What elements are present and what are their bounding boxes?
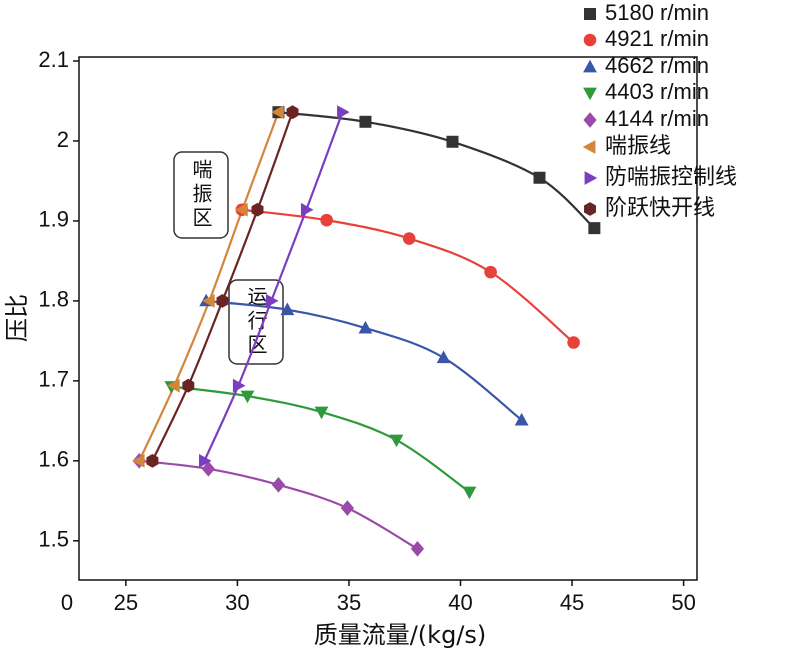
legend-label: 阶跃快开线	[605, 195, 715, 220]
x-tick-label: 50	[671, 590, 695, 615]
legend-marker	[582, 140, 596, 154]
data-point	[389, 434, 404, 448]
data-point	[216, 294, 229, 308]
data-point	[462, 486, 477, 500]
data-point	[167, 378, 180, 393]
x-tick-label: 45	[560, 590, 584, 615]
plot-frame	[78, 56, 698, 581]
data-point	[300, 202, 314, 217]
legend-label: 4662 r/min	[605, 53, 709, 78]
data-point	[320, 213, 333, 227]
data-point	[201, 461, 216, 477]
data-point	[533, 171, 546, 184]
legend-marker	[584, 202, 596, 216]
legend-marker	[584, 8, 596, 20]
legend-marker	[583, 33, 597, 47]
y-tick-label: 1.9	[38, 207, 69, 232]
data-point	[182, 378, 195, 393]
legend-marker	[583, 87, 597, 101]
data-point	[232, 378, 246, 393]
data-point	[588, 222, 601, 235]
data-point	[146, 453, 159, 468]
legend-marker	[583, 112, 597, 128]
data-point	[436, 350, 451, 364]
x-axis-label: 质量流量/(kg/s)	[314, 621, 487, 649]
y-tick-label: 1.6	[38, 447, 69, 472]
data-point	[271, 477, 286, 493]
legend-label: 4144 r/min	[605, 106, 709, 131]
series-line	[241, 208, 575, 344]
y-tick-label: 1.7	[38, 367, 69, 392]
x-tick-label: 25	[114, 590, 138, 615]
annotation: 喘振区	[189, 159, 213, 231]
data-point	[359, 115, 372, 128]
data-point	[410, 541, 425, 557]
legend-label: 4403 r/min	[605, 79, 709, 104]
y-axis-label: 压比	[3, 294, 31, 342]
legend-label: 防喘振控制线	[605, 164, 737, 189]
data-point	[235, 202, 248, 217]
legend-label: 5180 r/min	[605, 0, 709, 25]
legend-label: 4921 r/min	[605, 26, 709, 51]
y-tick-label: 1.5	[38, 527, 69, 552]
x-tick-label: 30	[225, 590, 249, 615]
data-point	[446, 135, 459, 148]
series-line	[278, 111, 596, 229]
data-point	[198, 453, 212, 468]
y-tick-label: 1.8	[38, 287, 69, 312]
legend-marker	[583, 59, 597, 73]
data-point	[251, 202, 264, 217]
data-point	[265, 294, 279, 308]
y-tick-label: 2	[57, 127, 69, 152]
data-point	[286, 105, 299, 120]
legend-marker	[584, 171, 598, 185]
data-point	[271, 105, 284, 120]
series-line	[171, 385, 471, 493]
data-point	[340, 500, 354, 516]
x-tick-label: 40	[448, 590, 472, 615]
series-line	[139, 459, 419, 550]
data-point	[402, 232, 416, 245]
data-point	[484, 265, 497, 279]
legend-label: 喘振线	[605, 133, 671, 158]
x-origin-label: 0	[61, 590, 73, 615]
data-point	[280, 302, 295, 316]
data-point	[337, 105, 350, 120]
data-point	[567, 336, 580, 349]
y-tick-label: 2.1	[38, 47, 69, 72]
data-point	[240, 390, 255, 404]
data-point	[314, 406, 329, 420]
data-point	[202, 294, 215, 308]
data-point	[132, 453, 145, 468]
annotation-box	[173, 151, 229, 239]
x-tick-label: 35	[337, 590, 361, 615]
data-point	[514, 412, 529, 426]
data-point	[358, 320, 373, 334]
